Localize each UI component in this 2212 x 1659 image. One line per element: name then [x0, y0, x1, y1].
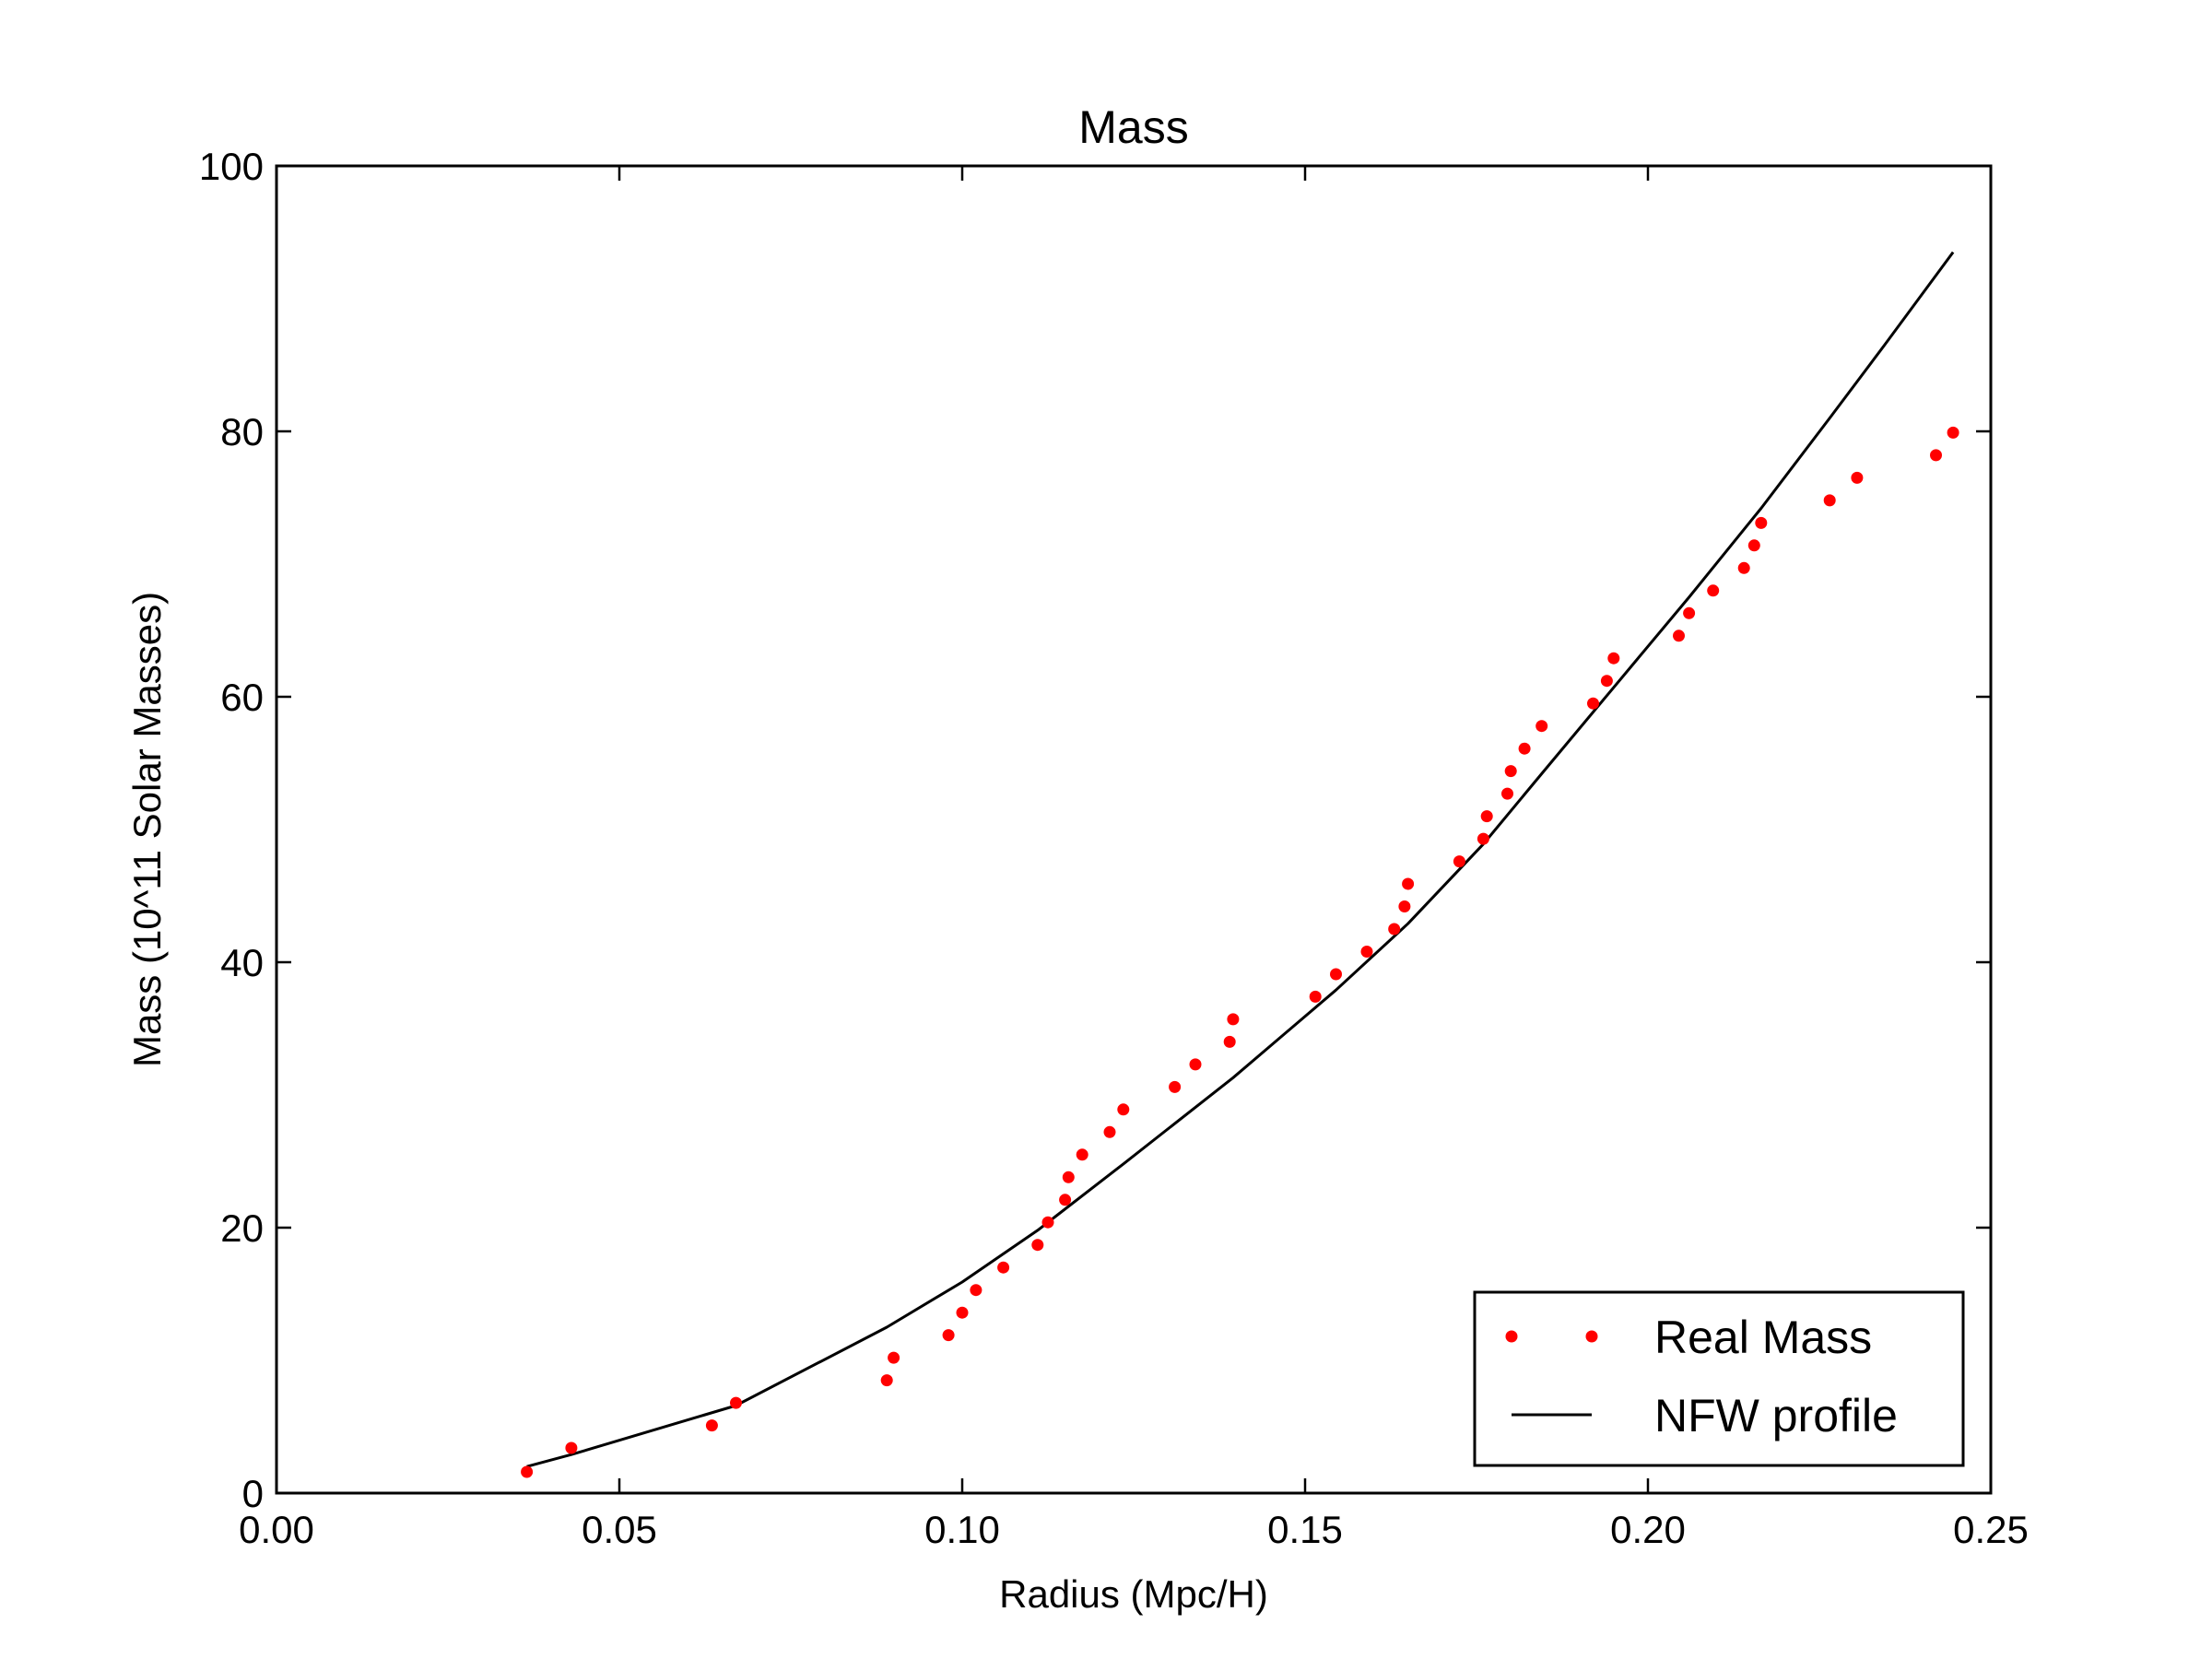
- real-mass-point: [1309, 990, 1322, 1003]
- x-tick-label: 0.10: [924, 1508, 1000, 1551]
- legend-real-mass-marker: [1585, 1330, 1598, 1343]
- real-mass-point: [956, 1306, 969, 1319]
- real-mass-point: [1388, 923, 1401, 935]
- real-mass-point: [1504, 765, 1517, 778]
- real-mass-point: [888, 1351, 900, 1364]
- real-mass-point: [1600, 675, 1613, 688]
- legend-real-mass-marker: [1505, 1330, 1518, 1343]
- real-mass-point: [1673, 629, 1685, 642]
- real-mass-point: [1947, 426, 1959, 439]
- real-mass-point: [1518, 742, 1531, 755]
- real-mass-point: [1402, 877, 1415, 890]
- real-mass-point: [1330, 968, 1342, 981]
- y-axis-label: Mass (10^11 Solar Masses): [125, 592, 169, 1067]
- real-mass-point: [1755, 516, 1768, 529]
- real-mass-point: [1169, 1080, 1182, 1093]
- real-mass-point: [1535, 720, 1548, 733]
- real-mass-point: [1823, 494, 1836, 507]
- real-mass-point: [1103, 1125, 1116, 1138]
- real-mass-point: [1501, 787, 1513, 800]
- x-tick-label: 0.05: [582, 1508, 657, 1551]
- real-mass-point: [1851, 471, 1864, 484]
- real-mass-point: [1707, 584, 1720, 597]
- real-mass-point: [521, 1465, 534, 1478]
- real-mass-point: [730, 1396, 742, 1409]
- ticks-layer: 0.00 0.05 0.10 0.15 0.20 0.25 0 20 40 60 80 100: [199, 145, 2029, 1551]
- real-mass-point: [1062, 1171, 1075, 1183]
- real-mass-point: [1223, 1035, 1236, 1048]
- x-tick-label: 0.20: [1610, 1508, 1686, 1551]
- y-tick-label: 40: [220, 941, 264, 984]
- real-mass-point: [880, 1374, 893, 1387]
- real-mass-point: [1189, 1058, 1202, 1071]
- real-mass-point: [565, 1441, 578, 1454]
- real-mass-point: [942, 1329, 955, 1342]
- real-mass-point: [1227, 1013, 1240, 1026]
- real-mass-point: [1587, 697, 1599, 710]
- real-mass-point: [1477, 832, 1489, 845]
- real-mass-point: [997, 1261, 1010, 1274]
- legend-real-mass-label: Real Mass: [1654, 1312, 1872, 1363]
- legend-box: [1473, 1290, 1965, 1467]
- chart-title: Mass: [1078, 101, 1188, 153]
- legend: Real Mass NFW profile: [1473, 1290, 1965, 1467]
- real-mass-point: [1480, 810, 1493, 823]
- x-tick-label: 0.25: [1953, 1508, 2029, 1551]
- real-mass-point: [1059, 1194, 1072, 1206]
- real-mass-point: [1607, 652, 1620, 665]
- y-tick-label: 60: [220, 676, 264, 719]
- real-mass-point: [1747, 539, 1760, 552]
- real-mass-point: [1683, 606, 1696, 619]
- real-mass-point: [1930, 449, 1942, 462]
- real-mass-point: [1360, 946, 1373, 958]
- nfw-profile-line: [526, 251, 1955, 1468]
- y-tick-label: 80: [220, 410, 264, 453]
- real-mass-point: [970, 1284, 982, 1297]
- real-mass-point: [1041, 1216, 1054, 1229]
- y-tick-label: 100: [199, 145, 264, 188]
- x-axis-label: Radius (Mpc/H): [999, 1572, 1268, 1616]
- real-mass-point: [1398, 900, 1411, 912]
- real-mass-point: [1737, 561, 1750, 574]
- plot-frame: [275, 164, 1993, 1495]
- x-tick-label: 0.00: [239, 1508, 314, 1551]
- real-mass-point: [1031, 1239, 1044, 1252]
- real-mass-point: [705, 1419, 718, 1432]
- series-layer: [521, 251, 1959, 1478]
- y-tick-label: 0: [242, 1472, 264, 1515]
- y-tick-label: 20: [220, 1206, 264, 1250]
- plot-area: [276, 166, 1991, 1493]
- real-mass-point: [1076, 1148, 1088, 1161]
- real-mass-point: [1117, 1103, 1130, 1116]
- x-tick-label: 0.15: [1267, 1508, 1343, 1551]
- legend-nfw-label: NFW profile: [1654, 1390, 1898, 1441]
- real-mass-point: [1453, 855, 1465, 868]
